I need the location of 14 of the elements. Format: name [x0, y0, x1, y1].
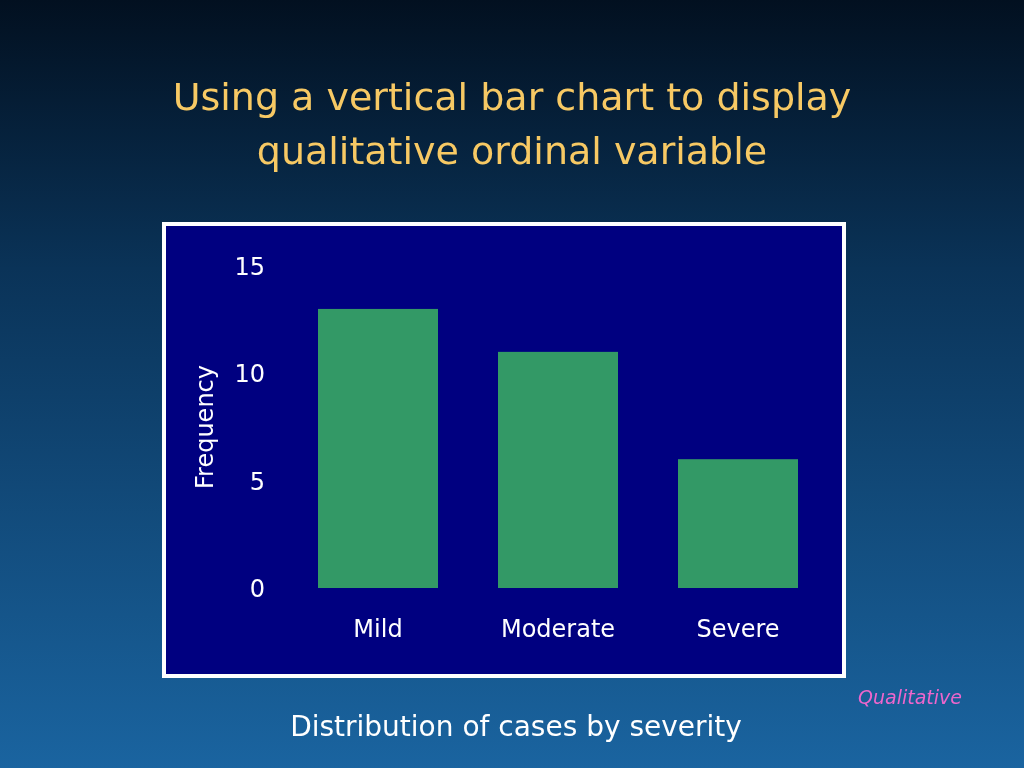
y-tick-label: 0: [249, 574, 265, 603]
y-tick-label: 15: [234, 252, 265, 281]
text: Qualitative: [858, 686, 962, 708]
y-tick-label: 5: [249, 467, 265, 496]
x-tick-label: Mild: [353, 615, 403, 644]
bar: [498, 351, 618, 588]
bar: [318, 308, 438, 588]
bar: [678, 459, 798, 588]
x-tick-label: Moderate: [500, 615, 616, 644]
chart-title: Using a vertical bar chart to display qualitative ordinal variable: [172, 75, 852, 173]
x-tick-label: Severe: [696, 615, 780, 644]
y-tick-label: 10: [234, 360, 265, 389]
text: Distribution of cases by severity: [290, 710, 742, 743]
y-axis-title: Frequency: [191, 365, 219, 489]
